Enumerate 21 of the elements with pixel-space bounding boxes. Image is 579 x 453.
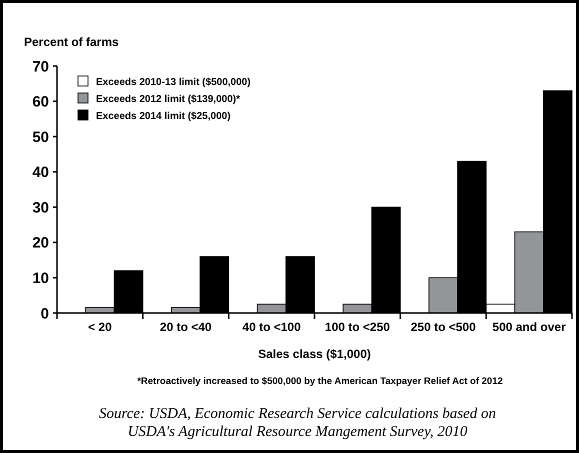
x-tick-label: 250 to <500 [410,320,476,334]
x-tick-label: 40 to <100 [242,320,302,334]
y-tick-label: 40 [32,164,49,182]
y-axis-title: Percent of farms [24,35,120,49]
text: *Retroactively increased to $500,000 by the American Taxpayer Relief Act of 2012 [137,376,503,387]
y-tick-label: 30 [32,199,49,216]
legend-label: Exceeds 2012 limit ($139,000)* [96,94,240,105]
y-tick-label: 60 [32,94,49,111]
x-axis-title: Sales class ($1,000) [258,347,371,361]
x-tick-label: 500 and over [492,320,566,334]
x-tick-label: 20 to <40 [160,320,212,334]
legend-label: Exceeds 2014 limit ($25,000) [96,111,231,122]
x-tick-label: < 20 [88,320,112,334]
x-tick-label: 100 to <250 [324,320,390,334]
y-tick-label: 20 [32,234,49,252]
y-tick-label: 0 [40,305,49,322]
y-tick-label: 50 [32,128,49,146]
y-tick-label: 70 [32,58,49,76]
y-tick-label: 10 [32,270,49,287]
legend-label: Exceeds 2010-13 limit ($500,000) [96,77,251,88]
source-note: Source: USDA, Economic Research Service calculations based on USDA's Agricultural Resource Mangement Survey, 2010 [98,406,496,440]
